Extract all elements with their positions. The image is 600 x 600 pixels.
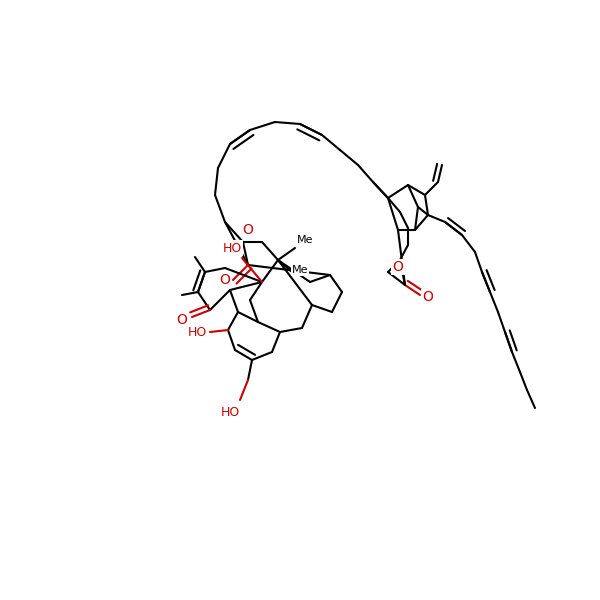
Text: HO: HO (187, 325, 206, 338)
Text: O: O (242, 223, 253, 237)
Text: Me: Me (292, 265, 308, 275)
Text: O: O (392, 260, 403, 274)
Text: O: O (422, 290, 433, 304)
Text: HO: HO (220, 406, 239, 419)
Text: HO: HO (223, 241, 242, 254)
Text: Me: Me (297, 235, 313, 245)
Text: O: O (176, 313, 187, 327)
Text: O: O (220, 273, 230, 287)
